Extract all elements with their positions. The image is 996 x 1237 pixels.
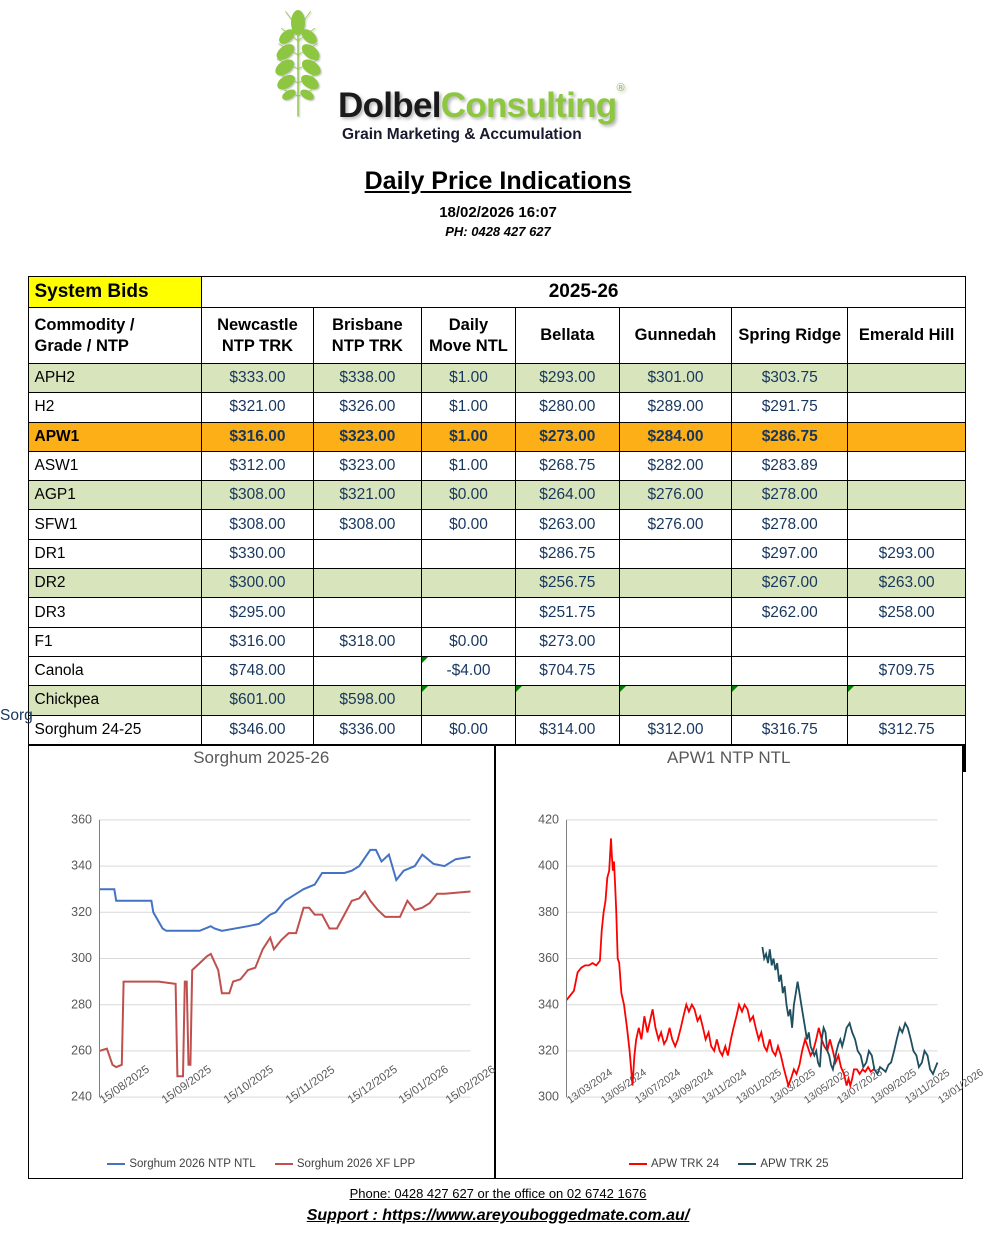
svg-text:320: 320 (538, 1044, 559, 1058)
svg-text:15/10/2025: 15/10/2025 (221, 1064, 275, 1107)
svg-text:300: 300 (71, 951, 92, 965)
svg-text:280: 280 (71, 997, 92, 1011)
svg-text:300: 300 (538, 1090, 559, 1104)
svg-text:15/12/2025: 15/12/2025 (345, 1064, 399, 1107)
svg-text:360: 360 (538, 951, 559, 965)
svg-text:15/01/2026: 15/01/2026 (396, 1064, 450, 1107)
svg-text:340: 340 (71, 859, 92, 873)
svg-text:380: 380 (538, 905, 559, 919)
svg-text:360: 360 (71, 813, 92, 827)
svg-text:400: 400 (538, 859, 559, 873)
svg-text:15/02/2026: 15/02/2026 (443, 1064, 497, 1107)
svg-text:15/09/2025: 15/09/2025 (159, 1064, 213, 1107)
svg-text:260: 260 (71, 1044, 92, 1058)
svg-text:320: 320 (71, 905, 92, 919)
svg-text:15/08/2025: 15/08/2025 (97, 1064, 151, 1107)
svg-text:340: 340 (538, 997, 559, 1011)
svg-text:15/11/2025: 15/11/2025 (283, 1064, 336, 1106)
svg-text:240: 240 (71, 1090, 92, 1104)
svg-text:420: 420 (538, 813, 559, 827)
